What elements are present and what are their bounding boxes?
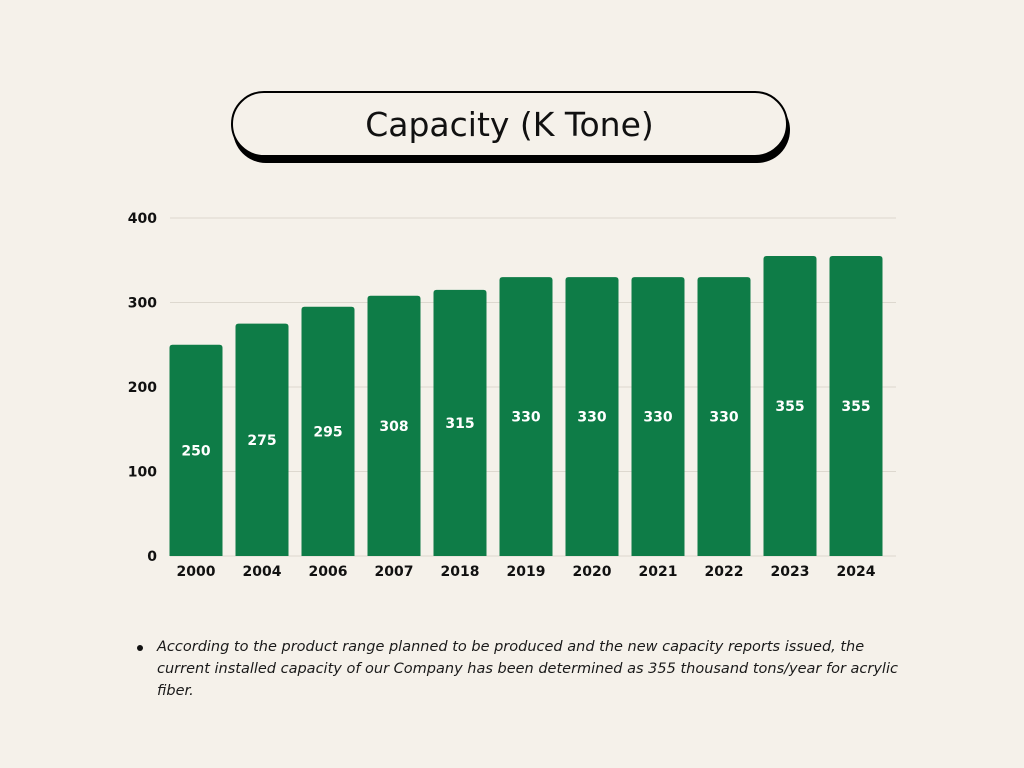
bar <box>499 277 553 556</box>
x-tick-label: 2004 <box>243 564 282 580</box>
bar <box>697 277 751 556</box>
x-tick-label: 2007 <box>375 564 414 580</box>
bar <box>301 306 355 556</box>
footnote-text: According to the product range planned t… <box>157 639 898 699</box>
bar <box>169 344 223 556</box>
x-tick-label: 2019 <box>507 564 546 580</box>
bar-value-label: 330 <box>577 410 606 426</box>
x-tick-label: 2021 <box>639 564 678 580</box>
bar-value-label: 355 <box>775 399 804 415</box>
x-tick-label: 2006 <box>309 564 348 580</box>
bar <box>367 295 421 556</box>
footnote: According to the product range planned t… <box>135 636 910 702</box>
bar <box>829 256 883 556</box>
bar <box>631 277 685 556</box>
y-tick-label: 100 <box>128 465 157 481</box>
y-tick-label: 0 <box>147 549 157 565</box>
bar-value-label: 315 <box>445 416 474 432</box>
bar-value-label: 275 <box>247 433 276 449</box>
bar-value-label: 295 <box>313 424 342 440</box>
bar <box>565 277 619 556</box>
x-tick-label: 2023 <box>771 564 810 580</box>
y-tick-label: 400 <box>128 211 157 227</box>
chart-title-box: Capacity (K Tone) <box>231 91 788 157</box>
bar <box>763 256 817 556</box>
bar <box>235 323 289 556</box>
bar <box>433 289 487 556</box>
x-tick-label: 2000 <box>177 564 216 580</box>
x-tick-label: 2020 <box>573 564 612 580</box>
chart-title: Capacity (K Tone) <box>365 104 654 144</box>
y-tick-label: 200 <box>128 380 157 396</box>
x-tick-label: 2022 <box>705 564 744 580</box>
bar-value-label: 308 <box>379 419 408 435</box>
x-tick-label: 2024 <box>837 564 876 580</box>
bar-value-label: 330 <box>511 410 540 426</box>
bar-value-label: 355 <box>841 399 870 415</box>
y-tick-label: 300 <box>128 296 157 312</box>
bar-value-label: 330 <box>709 410 738 426</box>
bar-value-label: 330 <box>643 410 672 426</box>
bar-value-label: 250 <box>181 443 210 459</box>
x-tick-label: 2018 <box>441 564 480 580</box>
bullet-icon <box>137 645 143 651</box>
